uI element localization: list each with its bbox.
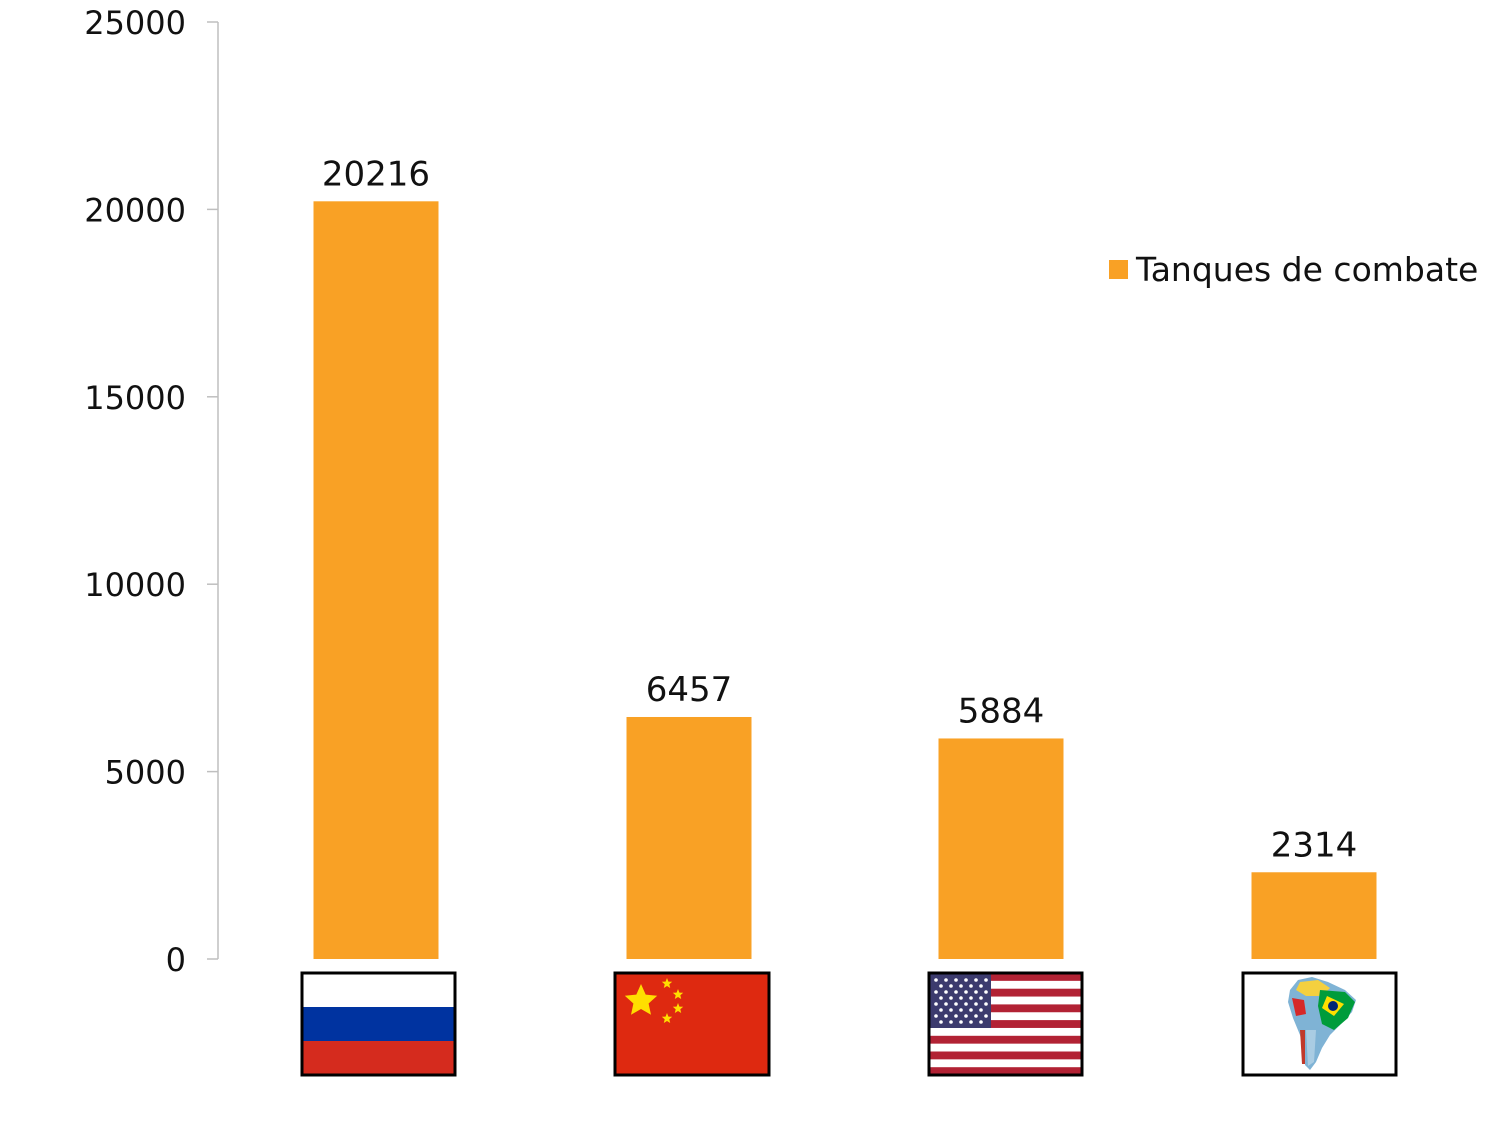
bars (313, 201, 1377, 959)
legend: Tanques de combate (1109, 250, 1478, 289)
legend-swatch (1109, 260, 1128, 279)
data-label: 20216 (322, 154, 430, 194)
y-axis: 0 5000 10000 15000 20000 25000 (84, 4, 219, 979)
y-tick-label: 15000 (84, 379, 186, 417)
bar (626, 716, 752, 959)
category-icons (300, 971, 1398, 1077)
y-tick-label: 25000 (84, 4, 186, 42)
bar (1251, 872, 1377, 959)
russia-flag-icon (300, 971, 457, 1077)
y-tick-label: 20000 (84, 191, 186, 229)
y-tick-label: 5000 (105, 754, 186, 792)
data-label: 5884 (958, 691, 1045, 731)
data-label: 2314 (1271, 825, 1358, 865)
china-flag-icon (613, 971, 771, 1077)
y-tick-label: 10000 (84, 566, 186, 604)
south-america-map-icon (1241, 971, 1398, 1077)
usa-flag-icon (927, 971, 1084, 1077)
bar (938, 738, 1064, 959)
y-tick-label: 0 (166, 941, 186, 979)
data-label: 6457 (646, 670, 733, 710)
data-labels: 20216 6457 5884 2314 (322, 154, 1357, 865)
bar (313, 201, 439, 959)
legend-label: Tanques de combate (1135, 250, 1478, 289)
